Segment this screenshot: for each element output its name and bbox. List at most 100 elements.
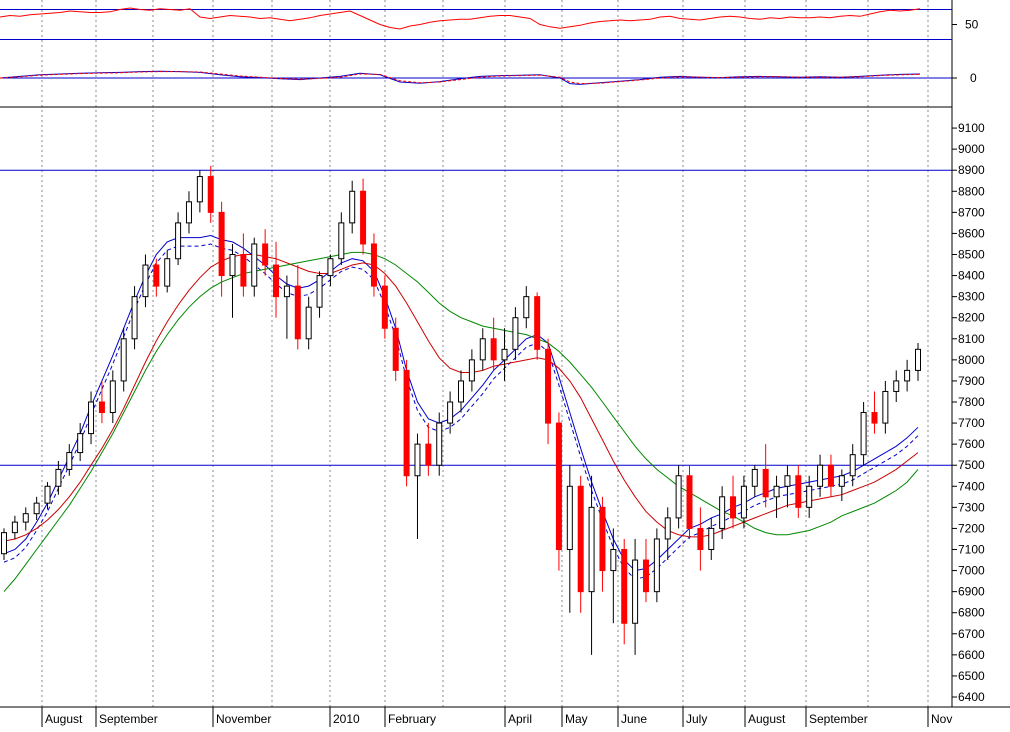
y-tick-label: 8700: [958, 205, 985, 219]
candle-body: [708, 527, 715, 551]
candle-body: [588, 506, 595, 593]
y-tick-label: 8300: [958, 290, 985, 304]
y-tick-label: 6600: [958, 648, 985, 662]
candle-body: [196, 176, 203, 203]
candle-body: [773, 485, 780, 498]
y-tick-label: 6900: [958, 585, 985, 599]
oscillator-bottom-signal: [0, 71, 921, 85]
x-tick-label: September: [809, 712, 868, 726]
candle-body: [164, 258, 171, 287]
candle-body: [360, 190, 367, 245]
candle-body: [490, 338, 497, 361]
candle-body: [338, 222, 345, 260]
y-tick-label: 8200: [958, 311, 985, 325]
candle-body: [904, 369, 911, 382]
candle-body: [621, 549, 628, 624]
x-tick-label: June: [621, 712, 647, 726]
candle-body: [153, 264, 160, 287]
candle-body: [1, 532, 7, 555]
candle-body: [185, 201, 192, 224]
candle-body: [392, 327, 399, 371]
x-tick-label: July: [686, 712, 707, 726]
y-tick-label: 9000: [958, 142, 985, 156]
candle-body: [719, 496, 726, 529]
candle-body: [555, 422, 562, 551]
y-tick-label: 7000: [958, 564, 985, 578]
candle-body: [175, 222, 182, 260]
candle-body: [545, 348, 552, 424]
y-tick-label: 6800: [958, 606, 985, 620]
candle-body: [414, 443, 421, 477]
candle-body: [251, 243, 258, 287]
candle-body: [479, 338, 486, 361]
y-tick-label: 50: [965, 18, 979, 32]
y-tick-label: 7200: [958, 521, 985, 535]
y-tick-label: 7700: [958, 416, 985, 430]
moving-average-line: [3, 251, 919, 592]
y-tick-label: 8500: [958, 248, 985, 262]
candle-body: [436, 422, 443, 466]
candle-body: [66, 452, 73, 470]
candle-body: [817, 464, 824, 487]
candle-body: [55, 468, 62, 487]
candle-body: [577, 485, 584, 593]
candle-body: [33, 502, 40, 515]
x-tick-label: 2010: [333, 712, 360, 726]
candle-body: [142, 264, 149, 298]
candle-body: [109, 380, 116, 414]
candle-body: [632, 559, 639, 624]
y-tick-label: 0: [970, 71, 977, 85]
y-tick-label: 8900: [958, 163, 985, 177]
candle-body: [838, 475, 845, 487]
candle-body: [305, 306, 312, 340]
candle-body: [882, 390, 889, 424]
candle-body: [806, 485, 813, 508]
x-tick-label: February: [388, 712, 436, 726]
candle-body: [327, 258, 334, 277]
candle-body: [468, 359, 475, 382]
candle-body: [534, 296, 541, 350]
candlesticks: [1, 166, 921, 655]
candle-body: [370, 243, 377, 287]
candle-body: [240, 254, 247, 287]
candle-body: [664, 517, 671, 540]
candle-body: [642, 559, 649, 593]
candle-body: [44, 485, 51, 504]
candle-body: [88, 401, 95, 435]
candle-body: [262, 243, 269, 266]
candle-body: [751, 468, 758, 487]
x-tick-label: November: [216, 712, 271, 726]
candle-body: [512, 317, 519, 350]
y-tick-label: 7100: [958, 543, 985, 557]
candle-body: [653, 538, 660, 593]
x-tick-label: August: [45, 712, 83, 726]
candle-body: [316, 275, 323, 308]
candle-body: [349, 190, 356, 224]
candle-body: [610, 549, 617, 572]
y-tick-label: 8400: [958, 269, 985, 283]
candle-body: [218, 211, 225, 277]
y-tick-label: 7600: [958, 437, 985, 451]
y-tick-label: 6400: [958, 690, 985, 704]
candle-body: [686, 475, 693, 529]
x-tick-label: April: [508, 712, 532, 726]
y-tick-label: 8100: [958, 332, 985, 346]
candle-body: [120, 338, 127, 382]
candle-body: [762, 468, 769, 498]
candle-body: [697, 527, 704, 551]
y-tick-label: 7300: [958, 500, 985, 514]
y-tick-label: 8600: [958, 226, 985, 240]
x-tick-label: September: [99, 712, 158, 726]
candle-body: [849, 454, 856, 477]
candle-body: [425, 443, 432, 466]
y-tick-label: 9100: [958, 121, 985, 135]
x-tick-label: August: [748, 712, 786, 726]
candle-body: [98, 401, 105, 414]
y-tick-label: 6500: [958, 669, 985, 683]
candle-body: [893, 380, 900, 392]
candle-body: [11, 521, 18, 534]
x-tick-label: May: [565, 712, 588, 726]
